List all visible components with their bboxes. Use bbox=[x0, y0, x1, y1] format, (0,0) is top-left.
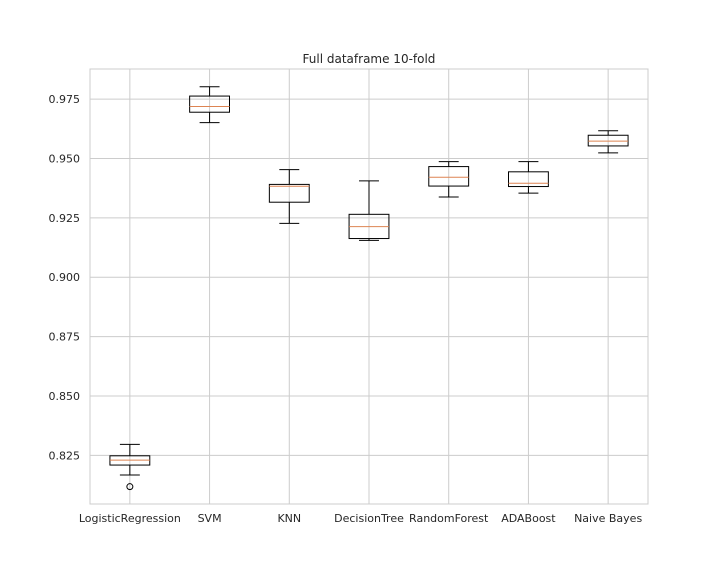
y-tick-labels: 0.825 0.850 0.875 0.900 0.925 0.950 0.975 bbox=[49, 93, 81, 462]
chart-title: Full dataframe 10-fold bbox=[303, 52, 436, 66]
box-iqr bbox=[587, 134, 629, 147]
outlier-point bbox=[126, 483, 134, 491]
box-iqr bbox=[189, 95, 230, 113]
x-tick-label: DecisionTree bbox=[334, 512, 404, 525]
y-tick-label: 0.875 bbox=[49, 331, 81, 344]
y-tick-label: 0.825 bbox=[49, 449, 81, 462]
box-logisticregression bbox=[109, 443, 151, 491]
box-randomforest bbox=[428, 161, 470, 198]
box-naive-bayes bbox=[587, 130, 629, 154]
y-tick-label: 0.850 bbox=[49, 390, 81, 403]
x-tick-label: SVM bbox=[198, 512, 222, 525]
x-tick-label: ADABoost bbox=[501, 512, 556, 525]
x-tick-label: LogisticRegression bbox=[79, 512, 181, 525]
box-iqr bbox=[268, 183, 310, 203]
y-tick-label: 0.950 bbox=[49, 153, 81, 166]
x-tick-label: RandomForest bbox=[409, 512, 489, 525]
box-decisiontree bbox=[348, 180, 390, 241]
grid-layer bbox=[90, 69, 648, 504]
boxes-layer bbox=[109, 86, 629, 491]
box-adaboost bbox=[508, 161, 549, 194]
box-iqr bbox=[508, 171, 549, 188]
x-tick-label: KNN bbox=[277, 512, 301, 525]
box-iqr bbox=[428, 166, 470, 187]
y-tick-label: 0.925 bbox=[49, 212, 81, 225]
plot-frame bbox=[89, 68, 649, 505]
box-knn bbox=[268, 169, 310, 224]
y-tick-label: 0.975 bbox=[49, 93, 81, 106]
x-tick-labels: LogisticRegression SVM KNN DecisionTree Rand… bbox=[79, 512, 643, 525]
box-svm bbox=[189, 86, 230, 124]
x-tick-label: Naive Bayes bbox=[574, 512, 642, 525]
y-tick-label: 0.900 bbox=[49, 271, 81, 284]
